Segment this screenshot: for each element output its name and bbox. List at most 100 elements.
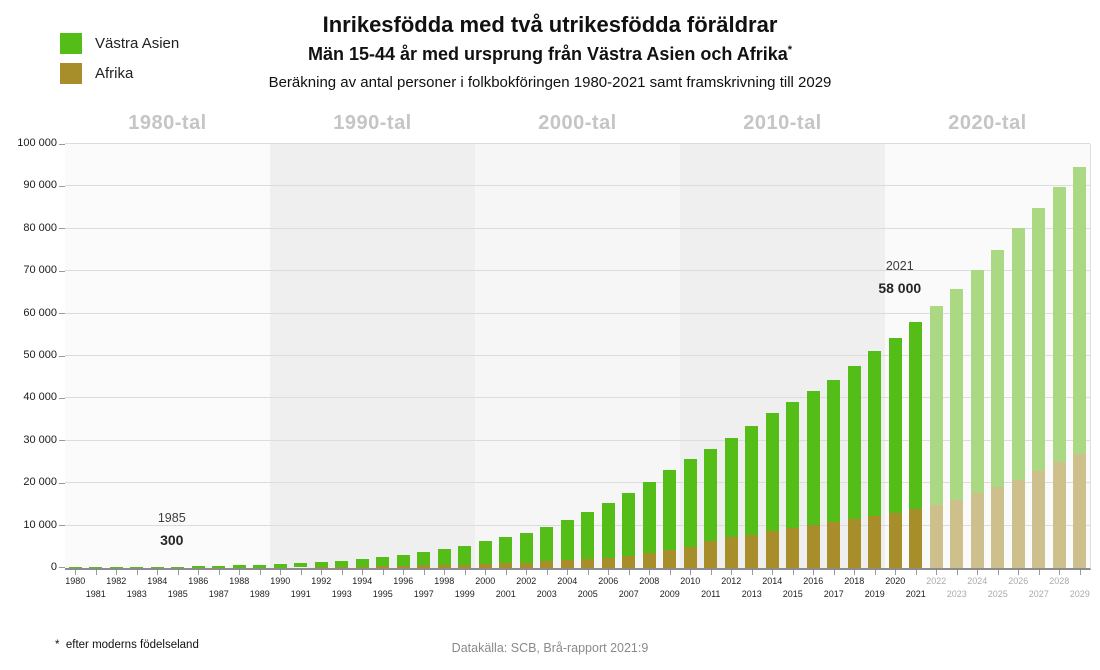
x-tick-label-1991: 1991 [290, 589, 311, 599]
gridline [65, 355, 1090, 356]
bar-segment-vastra-asien [786, 401, 800, 528]
x-tick [669, 570, 671, 575]
x-tick [505, 570, 507, 575]
bar-1996 [396, 554, 410, 568]
bar-segment-vastra-asien [704, 448, 718, 542]
x-tick [792, 570, 794, 575]
bar-2023 [950, 289, 964, 568]
bar-2007 [622, 492, 636, 568]
bar-segment-afrika [683, 547, 697, 568]
x-tick-label-1983: 1983 [126, 589, 147, 599]
bar-segment-vastra-asien [478, 541, 492, 565]
x-tick-label-2014: 2014 [762, 576, 783, 586]
x-tick [895, 570, 897, 575]
decade-label: 1980-tal [128, 112, 207, 134]
legend-item-afrika: Afrika [60, 63, 179, 84]
bar-segment-afrika [745, 534, 759, 568]
bar-segment-afrika [622, 555, 636, 568]
x-tick-label-2029: 2029 [1069, 589, 1090, 599]
x-tick [75, 570, 77, 575]
bar-segment-vastra-asien [970, 270, 984, 493]
bar-1991 [294, 562, 308, 568]
annotation-value-label: 58 000 [878, 280, 922, 297]
bar-segment-afrika [519, 562, 533, 568]
x-tick [526, 570, 528, 575]
x-tick [157, 570, 159, 575]
bar-segment-vastra-asien [724, 437, 738, 538]
x-tick [362, 570, 364, 575]
x-tick [567, 570, 569, 575]
x-tick-label-2018: 2018 [844, 576, 865, 586]
x-tick-label-1986: 1986 [188, 576, 209, 586]
bar-segment-vastra-asien [950, 289, 964, 501]
bar-2020 [888, 338, 902, 568]
x-tick-label-1989: 1989 [249, 589, 270, 599]
x-tick [95, 570, 97, 575]
y-axis-tick [59, 440, 65, 442]
footnote-marker: * [787, 44, 793, 57]
bar-1986 [191, 566, 205, 568]
title-block: Inrikesfödda med två utrikesfödda föräld… [0, 12, 1100, 91]
bar-segment-afrika [847, 518, 861, 568]
x-tick [321, 570, 323, 575]
x-tick [587, 570, 589, 575]
bar-segment-afrika [560, 560, 574, 568]
bar-segment-afrika [970, 492, 984, 568]
x-tick-label-2027: 2027 [1028, 589, 1049, 599]
x-tick-label-2002: 2002 [516, 576, 537, 586]
bar-2000 [478, 541, 492, 568]
decade-label: 2000-tal [538, 112, 617, 134]
chart-subtitle: Män 15-44 år med ursprung från Västra As… [0, 44, 1100, 65]
bar-1987 [212, 565, 226, 568]
bar-segment-vastra-asien [499, 537, 513, 564]
bar-segment-vastra-asien [212, 565, 226, 568]
x-tick-label-2010: 2010 [680, 576, 701, 586]
y-tick-label: 40 000 [23, 391, 57, 404]
data-source: Datakälla: SCB, Brå-rapport 2021:9 [451, 641, 649, 655]
bar-2022 [929, 306, 943, 568]
bar-segment-vastra-asien [437, 548, 451, 566]
legend-swatch-afrika-icon [60, 63, 82, 84]
bar-segment-vastra-asien [827, 379, 841, 522]
y-axis-tick [59, 525, 65, 527]
x-tick-label-2025: 2025 [987, 589, 1008, 599]
bar-segment-afrika [601, 557, 615, 568]
y-axis: 0 10 000 20 000 30 000 40 000 50 000 60 000 70 … [0, 137, 57, 573]
x-tick-label-1992: 1992 [311, 576, 332, 586]
y-tick-label: 0 [50, 561, 57, 573]
chart-description: Beräkning av antal personer i folkbokför… [268, 73, 832, 91]
x-tick [300, 570, 302, 575]
decade-band [65, 144, 270, 568]
x-tick-label-2004: 2004 [557, 576, 578, 586]
legend-swatch-vastra-asien-icon [60, 33, 82, 54]
bar-segment-vastra-asien [581, 512, 595, 560]
x-tick-label-2001: 2001 [495, 589, 516, 599]
annotation-2021: 2021 58 000 [878, 259, 921, 296]
x-tick [177, 570, 179, 575]
x-tick [444, 570, 446, 575]
bar-segment-vastra-asien [601, 503, 615, 558]
x-tick [813, 570, 815, 575]
y-axis-tick [59, 270, 65, 272]
gridline [65, 524, 1090, 526]
bar-1980 [68, 566, 82, 568]
x-tick-label-2000: 2000 [475, 576, 496, 586]
x-tick [341, 570, 343, 575]
bar-segment-vastra-asien [806, 391, 820, 526]
legend-label: Afrika [95, 65, 134, 82]
x-tick-label-2008: 2008 [639, 576, 660, 586]
x-tick-label-1996: 1996 [393, 576, 414, 586]
x-tick-label-2019: 2019 [864, 589, 885, 599]
bar-segment-afrika [314, 567, 328, 568]
bar-2013 [745, 425, 759, 568]
bar-1993 [335, 560, 349, 568]
bar-segment-afrika [581, 559, 595, 568]
x-tick [546, 570, 548, 575]
bar-2029 [1073, 166, 1087, 568]
bar-segment-vastra-asien [376, 557, 390, 567]
x-tick-label-1982: 1982 [106, 576, 127, 586]
bar-segment-vastra-asien [622, 492, 636, 556]
bar-segment-vastra-asien [396, 554, 410, 566]
gridline [65, 270, 1090, 272]
